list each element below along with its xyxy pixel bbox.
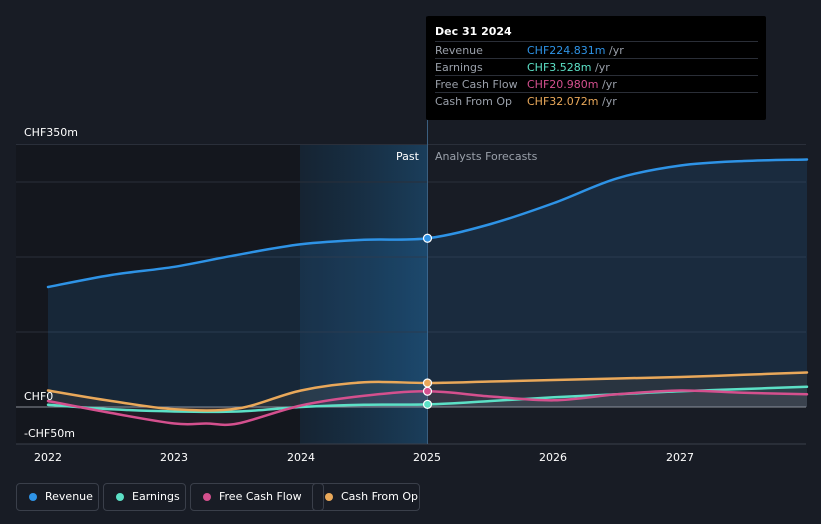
x-tick-label: 2023 (160, 451, 188, 464)
legend-item-earnings[interactable]: Earnings (103, 483, 186, 511)
series-area-revenue (48, 159, 807, 407)
tooltip-row-name: Earnings (435, 61, 483, 74)
tooltip-row-free-cash-flow: Free Cash Flow CHF20.980m /yr (435, 75, 758, 93)
series-line-free-cash-flow (46, 389, 809, 427)
data-point-cash-from-op (422, 378, 433, 388)
past-label: Past (396, 150, 419, 163)
data-point-earnings (422, 399, 433, 409)
tooltip-unit: /yr (595, 61, 610, 74)
x-tick-label: 2025 (413, 451, 441, 464)
tooltip-unit: /yr (601, 95, 617, 108)
data-point-revenue (422, 233, 433, 243)
legend-item-free-cash-flow[interactable]: Free Cash Flow (190, 483, 324, 511)
tooltip-row-value: CHF3.528m /yr (527, 61, 610, 74)
tooltip-date: Dec 31 2024 (435, 25, 512, 38)
tooltip-row-value: CHF20.980m /yr (527, 78, 617, 91)
forecast-label: Analysts Forecasts (435, 150, 538, 163)
data-point-free-cash-flow (422, 386, 433, 396)
tooltip-value-text: CHF3.528m (527, 61, 592, 74)
legend-label: Free Cash Flow (219, 490, 302, 503)
tooltip-row-value: CHF32.072m /yr (527, 95, 617, 108)
tooltip-value-text: CHF20.980m (527, 78, 599, 91)
tooltip-row-value: CHF224.831m /yr (527, 44, 624, 57)
x-tick-label: 2024 (287, 451, 315, 464)
legend-label: Earnings (132, 490, 180, 503)
x-tick-label: 2027 (666, 451, 694, 464)
tooltip-value-text: CHF32.072m (527, 95, 599, 108)
series-area-earnings (48, 386, 807, 412)
tooltip-row-revenue: Revenue CHF224.831m /yr (435, 41, 758, 59)
tooltip-value-text: CHF224.831m (527, 44, 606, 57)
x-tick-label: 2022 (34, 451, 62, 464)
series-area-free-cash-flow (48, 390, 807, 425)
legend-item-cash-from-op[interactable]: Cash From Op (312, 483, 420, 511)
legend-label: Revenue (45, 490, 93, 503)
tooltip-row-cash-from-op: Cash From Op CHF32.072m /yr (435, 92, 758, 110)
y-tick-label: CHF0 (24, 390, 54, 403)
legend-dot-icon (325, 493, 333, 501)
tooltip-row-name: Cash From Op (435, 95, 513, 108)
y-tick-label: CHF350m (24, 126, 78, 139)
legend-dot-icon (116, 493, 124, 501)
legend-label: Cash From Op (341, 490, 419, 503)
legend-dot-icon (29, 493, 37, 501)
tooltip-unit: /yr (601, 78, 617, 91)
legend-item-revenue[interactable]: Revenue (16, 483, 99, 511)
tooltip-row-name: Revenue (435, 44, 483, 57)
past-highlight-band (300, 144, 427, 444)
data-tooltip: Dec 31 2024 Revenue CHF224.831m /yr Earn… (426, 16, 766, 120)
y-tick-label: -CHF50m (24, 427, 75, 440)
tooltip-row-earnings: Earnings CHF3.528m /yr (435, 58, 758, 76)
legend-dot-icon (203, 493, 211, 501)
x-tick-label: 2026 (539, 451, 567, 464)
tooltip-unit: /yr (608, 44, 624, 57)
tooltip-row-name: Free Cash Flow (435, 78, 518, 91)
